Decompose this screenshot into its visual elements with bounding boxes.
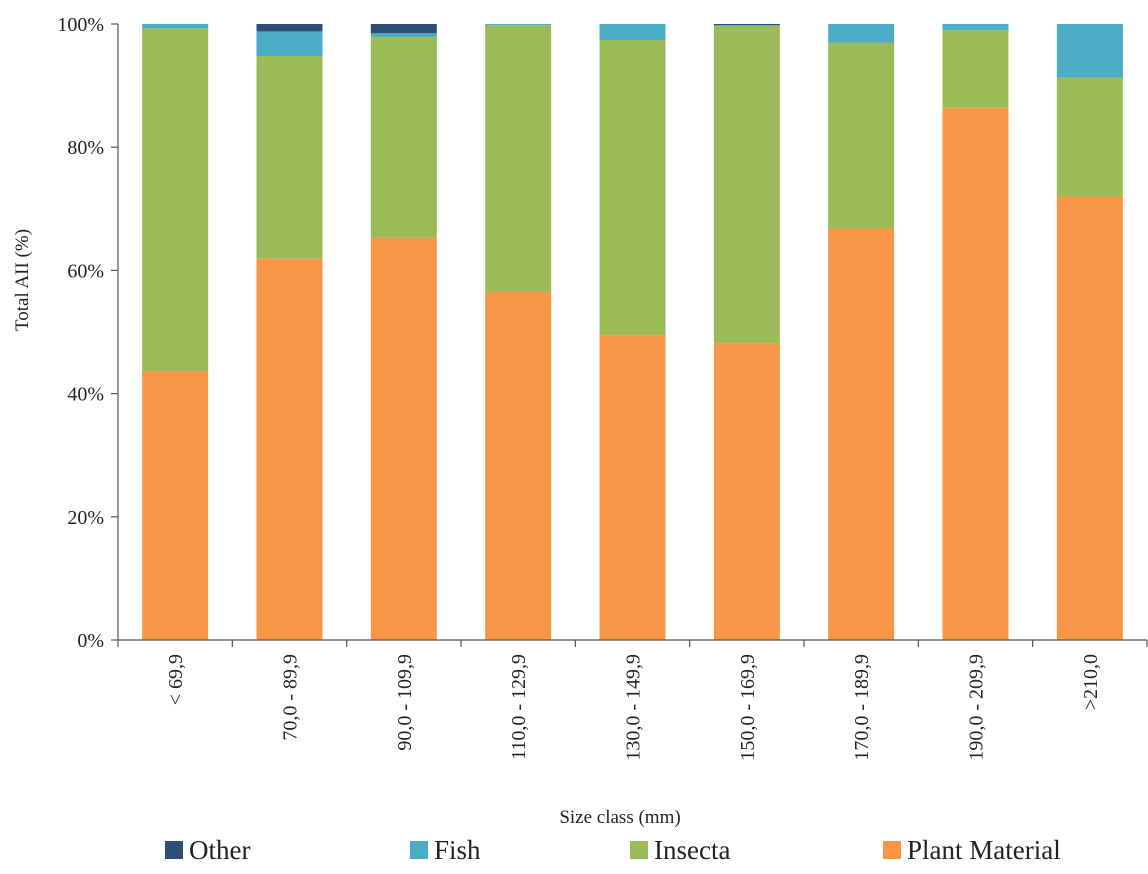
bar-segment-plant-material bbox=[485, 291, 552, 640]
bar-segment-insecta bbox=[713, 25, 780, 344]
bar-segment-insecta bbox=[942, 30, 1009, 108]
legend-swatch-fish bbox=[410, 841, 428, 859]
legend-label-fish: Fish bbox=[434, 835, 481, 865]
x-tick-label: >210,0 bbox=[1080, 654, 1102, 710]
bar-segment-plant-material bbox=[370, 237, 437, 640]
x-tick-label: 70,0 - 89,9 bbox=[280, 654, 302, 741]
bar-segment-insecta bbox=[828, 42, 895, 229]
bar-segment-insecta bbox=[485, 25, 552, 292]
bar-segment-fish bbox=[942, 24, 1009, 31]
x-tick-label: < 69,9 bbox=[165, 654, 187, 705]
bar-segment-plant-material bbox=[1056, 196, 1123, 641]
bar-segment-fish bbox=[485, 24, 552, 26]
x-tick-label: 170,0 - 189,9 bbox=[851, 654, 873, 761]
bar-segment-fish bbox=[599, 24, 666, 41]
bar-segment-insecta bbox=[142, 28, 209, 372]
x-tick-label: 110,0 - 129,9 bbox=[508, 654, 530, 760]
bar-segment-plant-material bbox=[942, 107, 1009, 640]
legend: Other Fish Insecta Plant Material bbox=[165, 835, 1061, 865]
y-tick-label: 60% bbox=[67, 260, 104, 282]
legend-label-plant-material: Plant Material bbox=[907, 835, 1061, 865]
y-tick-label: 0% bbox=[77, 630, 104, 652]
x-axis-title: Size class (mm) bbox=[559, 807, 680, 828]
bar-segment-fish bbox=[828, 24, 895, 43]
x-tick-label: 90,0 - 109,9 bbox=[394, 654, 416, 751]
legend-label-other: Other bbox=[189, 835, 250, 865]
y-axis-title: Total AII (%) bbox=[12, 229, 33, 331]
y-tick-label: 80% bbox=[67, 137, 104, 159]
bar-segment-plant-material bbox=[142, 371, 209, 640]
bar-segment-insecta bbox=[1056, 77, 1123, 197]
legend-swatch-other bbox=[165, 841, 183, 859]
bar-segment-plant-material bbox=[713, 343, 780, 640]
bar-segment-fish bbox=[713, 25, 780, 26]
x-tick-label: 130,0 - 149,9 bbox=[623, 654, 645, 761]
bar-segment-plant-material bbox=[599, 335, 666, 640]
bars-group bbox=[142, 24, 1123, 641]
y-tick-label: 20% bbox=[67, 507, 104, 529]
y-tick-label: 100% bbox=[57, 14, 104, 36]
bar-segment-fish bbox=[370, 33, 437, 37]
bar-segment-fish bbox=[256, 31, 323, 57]
bar-segment-fish bbox=[142, 24, 209, 29]
legend-swatch-insecta bbox=[630, 841, 648, 859]
bar-segment-insecta bbox=[599, 40, 666, 336]
x-tick-label: 190,0 - 209,9 bbox=[966, 654, 988, 761]
bar-segment-other bbox=[713, 24, 780, 26]
legend-swatch-plant-material bbox=[883, 841, 901, 859]
legend-label-insecta: Insecta bbox=[654, 835, 730, 865]
bar-segment-plant-material bbox=[828, 228, 895, 640]
bar-segment-other bbox=[256, 24, 323, 32]
x-tick-label: 150,0 - 169,9 bbox=[737, 654, 759, 761]
bar-segment-other bbox=[370, 24, 437, 34]
bar-segment-insecta bbox=[370, 36, 437, 238]
y-axis: 0% 20% 40% 60% 80% 100% bbox=[57, 14, 119, 652]
bar-segment-plant-material bbox=[256, 258, 323, 640]
y-tick-label: 40% bbox=[67, 384, 104, 406]
bar-segment-fish bbox=[1056, 24, 1123, 78]
x-axis: < 69,9 70,0 - 89,9 90,0 - 109,9 110,0 - 129… bbox=[117, 639, 1148, 761]
bar-segment-insecta bbox=[256, 56, 323, 259]
